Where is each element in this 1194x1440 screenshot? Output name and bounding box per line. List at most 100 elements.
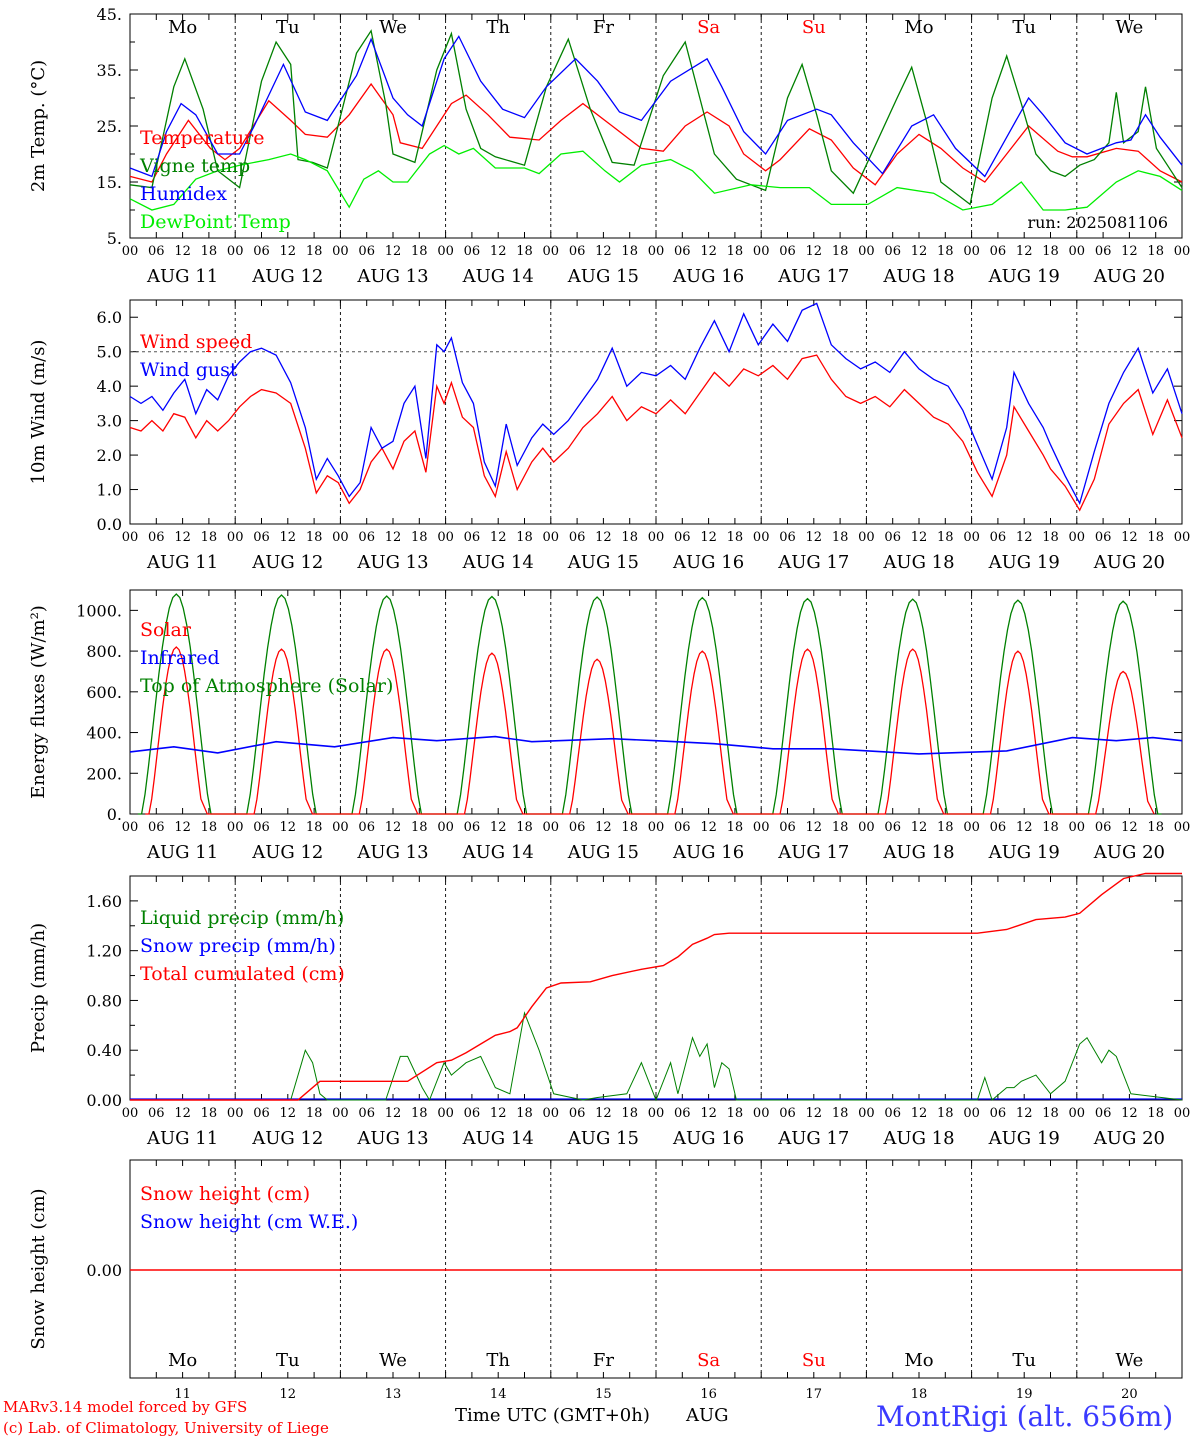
panel-2-hour-label: 06 (674, 530, 691, 545)
panel-1-day-name: We (379, 17, 407, 38)
panel-3-frame (129, 589, 1183, 815)
panel-4-hour-label: 12 (700, 1106, 717, 1121)
panel-3-hour-label: 06 (358, 820, 375, 835)
panel-4-hour-label: 00 (963, 1106, 980, 1121)
panel-2-hour-label: 12 (1121, 530, 1138, 545)
panel-2-hour-label: 18 (411, 530, 428, 545)
panel-3-date-label: AUG 12 (251, 842, 323, 863)
panel-3-legend-solar: Solar (140, 619, 192, 641)
panel-1-date-label: AUG 18 (882, 266, 954, 287)
panel-1-day-name: Su (802, 17, 826, 38)
panel-4-hour-label: 18 (1042, 1106, 1059, 1121)
panel-1-frame (129, 13, 1183, 239)
panel-3-date-label: AUG 14 (462, 842, 534, 863)
panel-4-ytick-label: 0.80 (86, 991, 122, 1010)
panel-2-hour-label: 06 (253, 530, 270, 545)
panel-1-hour-label: 18 (727, 244, 744, 259)
panel-3-hour-label: 06 (990, 820, 1007, 835)
panel-2-ytick-label: 5.0 (97, 343, 122, 362)
panel-2-hour-label: 18 (306, 530, 323, 545)
panel-1-hour-label: 18 (306, 244, 323, 259)
panel-1-ylabel: 2m Temp. (°C) (28, 60, 49, 192)
panel-1-ytick-label: 45. (97, 5, 122, 24)
panel-4-hour-label: 00 (858, 1106, 875, 1121)
panel-4-series-liquid-precip (130, 1011, 1183, 1102)
panel-4-date-label: AUG 11 (146, 1128, 218, 1149)
panel-3-date-label: AUG 17 (777, 842, 849, 863)
panel-4-hour-label: 18 (937, 1106, 954, 1121)
panel-2-legend-wind-gust: Wind gust (140, 359, 238, 381)
panel-1-hour-label: 06 (1095, 244, 1112, 259)
panel-2-date-label: AUG 16 (672, 552, 744, 573)
panel-1-day-name: Tu (1012, 17, 1036, 38)
panel-4-hour-label: 06 (253, 1106, 270, 1121)
panel-3-hour-label: 18 (1042, 820, 1059, 835)
panel-4-date-label: AUG 12 (251, 1128, 323, 1149)
panel-3-hour-label: 06 (253, 820, 270, 835)
panel-4-hour-label: 12 (806, 1106, 823, 1121)
panel-3-hour-label: 12 (595, 820, 612, 835)
panel-3-hour-label: 06 (674, 820, 691, 835)
panel-1-hour-label: 18 (201, 244, 218, 259)
panel-4-hour-label: 12 (490, 1106, 507, 1121)
panel-5-day-name: We (379, 1350, 407, 1371)
panel-3-hour-label: 06 (1095, 820, 1112, 835)
panel-5-day-name: Su (802, 1350, 826, 1371)
panel-2-hour-label: 12 (174, 530, 191, 545)
panel-5-day-number: 12 (280, 1387, 297, 1402)
panel-2-hour-label: 06 (779, 530, 796, 545)
panel-5-day-number: 16 (700, 1387, 717, 1402)
footer-copyright: (c) Lab. of Climatology, University of L… (3, 1419, 329, 1437)
panel-2-hour-label: 00 (1069, 530, 1086, 545)
panel-4-legend-liquid-precip-mm-h-: Liquid precip (mm/h) (140, 907, 344, 929)
panel-3-hour-label: 00 (648, 820, 665, 835)
footer-model: MARv3.14 model forced by GFS (3, 1398, 248, 1416)
panel-2-ytick-label: 3.0 (97, 412, 122, 431)
panel-5-day-name: Fr (593, 1350, 614, 1371)
panel-3-series-solar (145, 646, 1155, 815)
panel-4-ytick-label: 0.00 (86, 1091, 122, 1110)
panel-4-hour-label: 00 (437, 1106, 454, 1121)
panel-1-date-label: AUG 11 (146, 266, 218, 287)
panel-4-hour-label: 00 (122, 1106, 139, 1121)
panel-3-ytick-label: 1000. (76, 601, 122, 620)
panel-1-hour-label: 00 (1069, 244, 1086, 259)
panel-2-hour-label: 06 (569, 530, 586, 545)
panel-2-hour-label: 12 (490, 530, 507, 545)
panel-1-hour-label: 00 (227, 244, 244, 259)
panel-4-ytick-label: 1.60 (86, 892, 122, 911)
panel-1-hour-label: 12 (1016, 244, 1033, 259)
panel-3-hour-label: 18 (306, 820, 323, 835)
panel-1-hour-label: 00 (122, 244, 139, 259)
panel-3-hour-label: 00 (122, 820, 139, 835)
panel-1-series-vigne-temp (129, 29, 1183, 206)
panel-1-date-label: AUG 19 (988, 266, 1060, 287)
panel-2-series-wind-gust (129, 302, 1183, 506)
panel-5-day-number: 17 (806, 1387, 823, 1402)
panel-4-date-label: AUG 15 (567, 1128, 639, 1149)
panel-2-hour-label: 06 (1095, 530, 1112, 545)
panel-1-hour-label: 06 (884, 244, 901, 259)
panel-2-hour-label: 00 (1174, 530, 1191, 545)
panel-1-date-label: AUG 17 (777, 266, 849, 287)
panel-1-date-label: AUG 20 (1093, 266, 1165, 287)
panel-1-hour-label: 18 (516, 244, 533, 259)
panel-3-hour-label: 18 (201, 820, 218, 835)
panel-3-date-label: AUG 11 (146, 842, 218, 863)
panel-2-ytick-label: 4.0 (97, 377, 122, 396)
panel-4-date-label: AUG 13 (356, 1128, 428, 1149)
panel-2-hour-label: 00 (122, 530, 139, 545)
panel-5-day-name: Tu (276, 1350, 300, 1371)
panel-4-hour-label: 18 (201, 1106, 218, 1121)
panel-4-legend-snow-precip-mm-h-: Snow precip (mm/h) (140, 935, 336, 957)
panel-3-hour-label: 00 (543, 820, 560, 835)
panel-2-hour-label: 00 (753, 530, 770, 545)
panel-3-hour-label: 06 (779, 820, 796, 835)
panel-1-ytick-label: 5. (107, 229, 122, 248)
panel-2-hour-label: 12 (280, 530, 297, 545)
panel-4-ylabel: Precip (mm/h) (28, 923, 49, 1053)
panel-5-day-name: Sa (697, 1350, 720, 1371)
panel-2-hour-label: 06 (990, 530, 1007, 545)
panel-1-hour-label: 12 (174, 244, 191, 259)
panel-1-hour-label: 00 (648, 244, 665, 259)
